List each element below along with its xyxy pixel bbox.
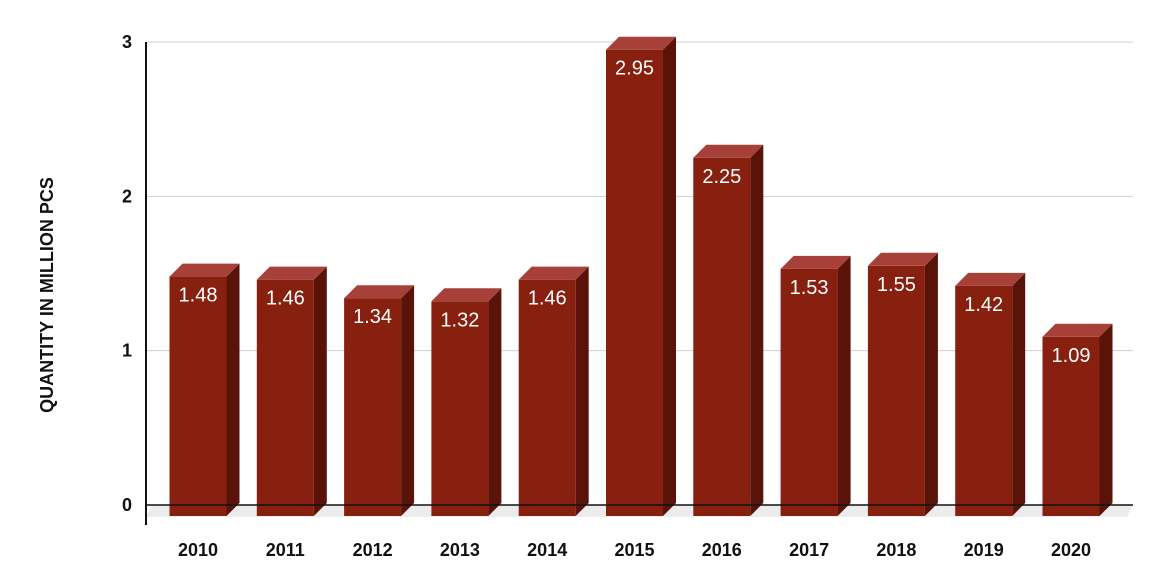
bar-front [1042,336,1100,516]
bar-front [867,265,925,516]
bar-2011 [256,266,327,516]
x-tick-label: 2018 [876,540,916,560]
bar-top [780,255,851,269]
bar-top [431,288,502,302]
bar-front [344,298,402,516]
data-labels: 1.48 1.46 1.34 1.32 1.46 2.95 2.25 1.53 1.55 1.42… [179,58,1091,367]
bars [169,36,1113,517]
y-tick-label: 3 [122,32,132,52]
data-label: 1.34 [353,306,392,328]
x-tick-label: 2013 [440,540,480,560]
x-tick-labels: 2010 2011 2012 2013 2014 2015 2016 2017 2018 2019… [178,540,1091,560]
bar-side [226,263,240,516]
bar-2015 [606,36,676,516]
bar-side [1099,323,1113,516]
bar-side [575,266,589,516]
data-label: 1.42 [964,294,1003,316]
y-tick-label: 2 [122,186,132,206]
data-label: 1.09 [1052,345,1091,367]
bar-top [1042,323,1113,337]
data-label: 2.25 [702,166,741,188]
bar-2010 [169,263,240,516]
bar-2013 [431,288,502,516]
bar-2016 [693,144,764,516]
bar-top [606,36,676,50]
bar-front [518,279,576,516]
y-axis-title: QUANTITY IN MILLION PCS [37,177,57,413]
bar-front [693,157,751,516]
data-label: 1.53 [790,277,829,299]
bar-front [955,285,1013,516]
data-label: 1.55 [877,274,916,296]
bar-side [1012,272,1026,516]
bar-front [606,49,663,516]
bar-side [488,288,502,516]
x-tick-label: 2020 [1051,540,1091,560]
bar-top [518,266,589,280]
bar-2017 [780,255,851,516]
bar-front [431,301,489,516]
bar-side [837,255,851,516]
x-tick-label: 2011 [266,540,305,560]
bar-side [924,252,938,517]
bar-side [313,266,327,516]
bar-2020 [1042,323,1113,516]
y-tick-labels: 0 1 2 3 [122,32,132,515]
bar-front [169,276,227,516]
x-tick-label: 2012 [353,540,393,560]
data-label: 1.46 [528,288,567,310]
bar-top [256,266,327,280]
x-tick-label: 2017 [789,540,829,560]
bar-front [256,279,314,516]
y-tick-label: 1 [122,341,132,361]
bar-top [693,144,764,158]
bar-2014 [518,266,589,516]
bar-top [344,285,415,299]
data-label: 1.48 [179,285,218,307]
bar-top [867,252,938,266]
bar-side [663,36,676,516]
x-tick-label: 2015 [614,540,654,560]
bar-2019 [955,272,1026,516]
bar-2012 [344,285,415,516]
x-tick-label: 2010 [178,540,218,560]
bar-side [750,144,764,516]
bar-top [169,263,240,277]
x-tick-label: 2016 [702,540,742,560]
bar-side [401,285,415,516]
y-tick-label: 0 [122,495,132,515]
data-label: 1.32 [440,309,479,331]
bar-top [955,272,1026,286]
data-label: 2.95 [615,58,654,80]
data-label: 1.46 [266,288,305,310]
bar-2018 [867,252,938,517]
x-tick-label: 2014 [527,540,567,560]
bar-front [780,268,838,516]
x-tick-label: 2019 [964,540,1004,560]
